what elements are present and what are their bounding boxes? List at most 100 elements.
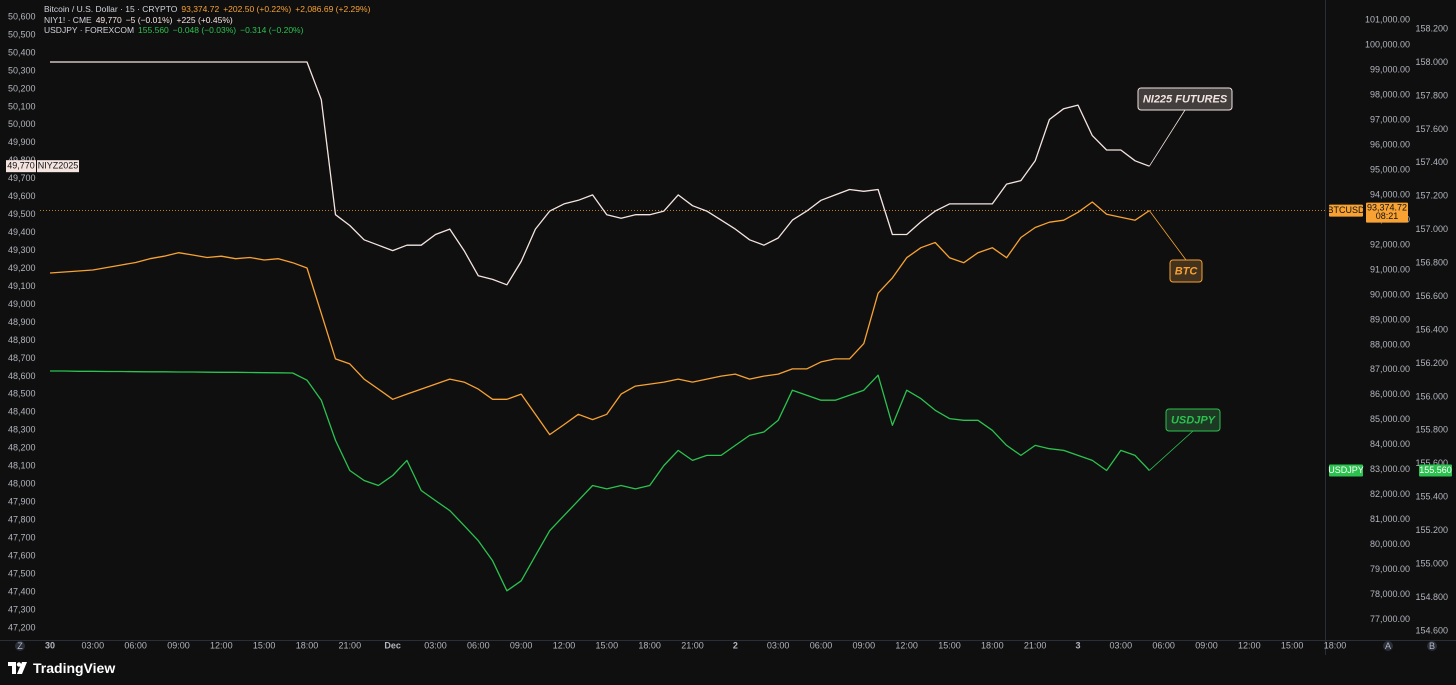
legend-row: Bitcoin / U.S. Dollar · 15 · CRYPTO 93,37…: [44, 4, 374, 15]
y-tick-label: 49,600: [8, 191, 36, 201]
y-tick-label: 156.800: [1415, 258, 1448, 268]
y-tick-label: 90,000.00: [1370, 289, 1410, 299]
x-tick-label: 15:00: [1281, 640, 1304, 650]
y-tick-label: 49,000: [8, 299, 36, 309]
callout-label: NI225 FUTURES: [1143, 93, 1228, 105]
countdown-label: 08:21: [1376, 211, 1399, 221]
x-tick-label: 21:00: [681, 640, 704, 650]
y-tick-label: 91,000.00: [1370, 264, 1410, 274]
symbol-box: [37, 160, 79, 173]
symbol-label: NIYZ2025: [38, 161, 79, 171]
x-tick-label: 12:00: [553, 640, 576, 650]
y-tick-label: 49,200: [8, 263, 36, 273]
y-tick-label: 47,300: [8, 604, 36, 614]
y-tick-label: 81,000.00: [1370, 514, 1410, 524]
y-tick-label: 154.800: [1415, 592, 1448, 602]
legend-change: −5 (−0.01%): [125, 14, 173, 25]
y-tick-label: 49,100: [8, 281, 36, 291]
x-tick-label: 12:00: [1238, 640, 1261, 650]
last-value-box: [6, 160, 36, 173]
x-tick-label: 15:00: [596, 640, 619, 650]
last-value-label: 155.560: [1419, 465, 1452, 475]
legend-name: USDJPY · FOREXCOM: [44, 25, 135, 35]
last-value-box: [1366, 202, 1408, 223]
y-tick-label: 97,000.00: [1370, 114, 1410, 124]
y-tick-label: 48,000: [8, 479, 36, 489]
y-tick-label: 47,700: [8, 532, 36, 542]
y-tick-label: 92,000.00: [1370, 239, 1410, 249]
y-tick-label: 157.200: [1415, 191, 1448, 201]
last-value-box: [1419, 464, 1452, 477]
legend-last: 93,374.72: [181, 4, 220, 14]
legend-change: +225 (+0.45%): [176, 14, 233, 25]
x-tick-label: 06:00: [467, 640, 490, 650]
y-tick-label: 50,100: [8, 101, 36, 111]
y-tick-label: 88,000.00: [1370, 339, 1410, 349]
x-tick-label: 30: [45, 640, 55, 650]
brand-logo: [8, 662, 27, 674]
callout-tint: [1166, 409, 1220, 431]
x-tick-label: 06:00: [810, 640, 833, 650]
y-tick-label: 157.800: [1415, 90, 1448, 100]
y-tick-label: 48,700: [8, 353, 36, 363]
x-tick-label: 18:00: [296, 640, 319, 650]
legend-change: −0.314 (−0.20%): [240, 25, 304, 35]
x-tick-label: 03:00: [767, 640, 790, 650]
legend-name: Bitcoin / U.S. Dollar · 15 · CRYPTO: [44, 4, 178, 14]
y-tick-label: 157.000: [1415, 224, 1448, 234]
y-tick-label: 48,100: [8, 461, 36, 471]
y-tick-label: 157.600: [1415, 124, 1448, 134]
legend-last: 155.560: [138, 25, 169, 35]
legend-change: +2,086.69 (+2.29%): [295, 4, 371, 14]
last-value-label: 49,770: [7, 161, 35, 171]
y-tick-label: 94,000.00: [1370, 189, 1410, 199]
x-tick-label: 06:00: [124, 640, 147, 650]
y-tick-label: 47,500: [8, 568, 36, 578]
y-tick-label: 47,800: [8, 515, 36, 525]
y-tick-label: 49,900: [8, 137, 36, 147]
x-tick-label: 03:00: [1110, 640, 1133, 650]
x-tick-label: 03:00: [424, 640, 447, 650]
x-tick-label: 18:00: [981, 640, 1004, 650]
corner-button-bg: [15, 641, 25, 651]
x-tick-label: 3: [1075, 640, 1080, 650]
x-tick-label: 03:00: [82, 640, 105, 650]
y-tick-label: 83,000.00: [1370, 464, 1410, 474]
y-tick-label: 48,200: [8, 443, 36, 453]
callout-line: [1149, 109, 1186, 167]
y-tick-label: 99,000.00: [1370, 64, 1410, 74]
y-tick-label: 47,400: [8, 586, 36, 596]
x-tick-label: 12:00: [210, 640, 233, 650]
y-tick-label: 155.800: [1415, 425, 1448, 435]
corner-button: Z: [17, 641, 23, 651]
x-tick-label: 18:00: [1324, 640, 1347, 650]
y-tick-label: 79,000.00: [1370, 564, 1410, 574]
legend-change: +202.50 (+0.22%): [223, 4, 292, 14]
callout-line: [1149, 210, 1187, 261]
x-tick-label: 21:00: [339, 640, 362, 650]
y-tick-label: 48,300: [8, 425, 36, 435]
callout-label: USDJPY: [1171, 414, 1217, 426]
legend-last: 49,770: [95, 14, 122, 25]
x-tick-label: 15:00: [253, 640, 276, 650]
series-line: [50, 370, 1150, 592]
y-tick-label: 158.200: [1415, 23, 1448, 33]
y-tick-label: 48,800: [8, 335, 36, 345]
y-tick-label: 156.600: [1415, 291, 1448, 301]
y-tick-label: 50,400: [8, 47, 36, 57]
y-tick-label: 49,300: [8, 245, 36, 255]
legend-row: USDJPY · FOREXCOM 155.560 −0.048 (−0.03%) −…: [44, 25, 374, 36]
callout-tint: [1170, 260, 1202, 282]
symbol-label: USDJPY: [1328, 465, 1364, 475]
y-tick-label: 154.600: [1415, 625, 1448, 635]
x-tick-label: 09:00: [167, 640, 190, 650]
y-tick-label: 84,000.00: [1370, 439, 1410, 449]
corner-button-bg: [1427, 641, 1437, 651]
y-tick-label: 47,900: [8, 497, 36, 507]
x-tick-label: 06:00: [1152, 640, 1175, 650]
y-tick-label: 50,600: [8, 11, 36, 21]
callout-label: BTC: [1175, 265, 1199, 277]
x-tick-label: 12:00: [895, 640, 918, 650]
